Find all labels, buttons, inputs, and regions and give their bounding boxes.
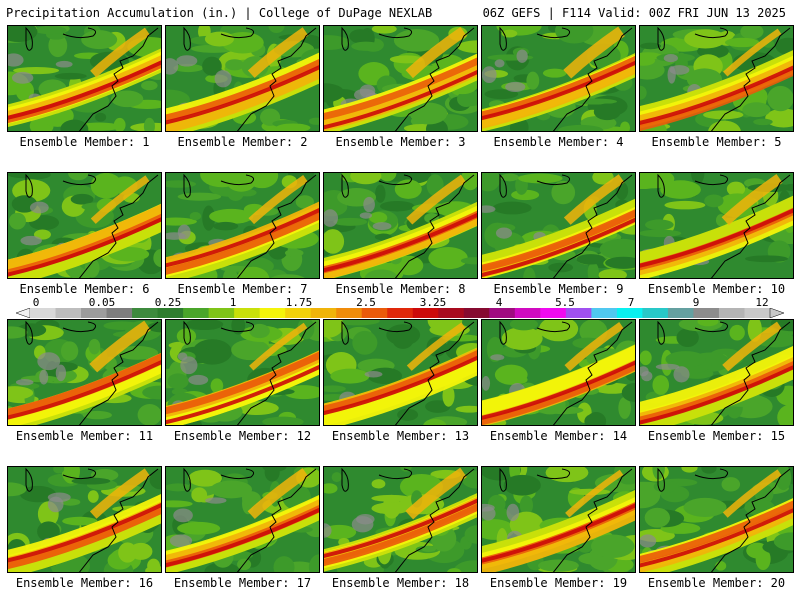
colorbar-tick-label: 4 [495, 296, 503, 309]
colorbar-swatch [234, 308, 261, 318]
ensemble-member-map [481, 319, 636, 426]
colorbar-swatch [183, 308, 210, 318]
colorbar-swatch [336, 308, 363, 318]
run-info: 06Z GEFS | F114 Valid: 00Z FRI JUN 13 20… [482, 6, 786, 20]
chart-title: Precipitation Accumulation (in.) | Colle… [6, 6, 433, 20]
ensemble-member-map [165, 466, 320, 573]
colorbar-swatch [361, 308, 388, 318]
colorbar-swatch [310, 308, 337, 318]
colorbar-swatch [616, 308, 643, 318]
colorbar-tick-label: 9 [692, 296, 700, 309]
ensemble-member-map [165, 25, 320, 132]
colorbar-tick-label: 0.25 [154, 296, 182, 309]
colorbar-swatch [157, 308, 184, 318]
ensemble-member-label: Ensemble Member: 13 [331, 429, 470, 443]
colorbar-swatch [514, 308, 541, 318]
colorbar-tick-label: 7 [627, 296, 635, 309]
ensemble-member-map [323, 319, 478, 426]
ensemble-member-label: Ensemble Member: 17 [173, 576, 312, 590]
ensemble-member-label: Ensemble Member: 11 [15, 429, 154, 443]
ensemble-member-map [165, 319, 320, 426]
ensemble-member-map [639, 319, 794, 426]
ensemble-member-label: Ensemble Member: 8 [335, 282, 466, 296]
colorbar-swatch [132, 308, 159, 318]
colorbar-swatch [591, 308, 618, 318]
colorbar-swatch [744, 308, 771, 318]
ensemble-member-label: Ensemble Member: 2 [177, 135, 308, 149]
colorbar-tick-label: 1.75 [285, 296, 313, 309]
ensemble-member-map [323, 466, 478, 573]
colorbar-swatch [438, 308, 465, 318]
ensemble-member-label: Ensemble Member: 6 [19, 282, 150, 296]
colorbar-swatch [540, 308, 567, 318]
ensemble-member-map [7, 319, 162, 426]
colorbar-swatch [387, 308, 414, 318]
colorbar-tick-label: 0.05 [88, 296, 116, 309]
colorbar-swatch [81, 308, 108, 318]
ensemble-member-label: Ensemble Member: 4 [493, 135, 624, 149]
colorbar-swatch [208, 308, 235, 318]
colorbar-swatch [718, 308, 745, 318]
colorbar-tick-label: 0 [32, 296, 40, 309]
colorbar-swatch [642, 308, 669, 318]
colorbar-swatch [489, 308, 516, 318]
ensemble-member-map [481, 25, 636, 132]
colorbar-swatch [463, 308, 490, 318]
colorbar-swatch [55, 308, 82, 318]
colorbar-swatch [693, 308, 720, 318]
colorbar-swatch [106, 308, 133, 318]
colorbar-swatch [30, 308, 57, 318]
ensemble-member-label: Ensemble Member: 3 [335, 135, 466, 149]
ensemble-member-map [7, 25, 162, 132]
colorbar-swatch [259, 308, 286, 318]
color-scale-legend: 0 0.05 0.25 1 1.75 2.5 3.25 4 5.5 7 9 12 [16, 296, 784, 324]
colorbar-left-arrow [16, 308, 31, 318]
ensemble-member-label: Ensemble Member: 1 [19, 135, 150, 149]
ensemble-member-label: Ensemble Member: 14 [489, 429, 628, 443]
colorbar-tick-label: 12 [755, 296, 769, 309]
ensemble-member-map [323, 172, 478, 279]
ensemble-member-map [481, 466, 636, 573]
ensemble-member-label: Ensemble Member: 19 [489, 576, 628, 590]
colorbar-tick-label: 5.5 [555, 296, 575, 309]
ensemble-member-map [481, 172, 636, 279]
ensemble-member-map [323, 25, 478, 132]
ensemble-member-label: Ensemble Member: 12 [173, 429, 312, 443]
ensemble-member-map [639, 466, 794, 573]
ensemble-member-label: Ensemble Member: 9 [493, 282, 624, 296]
ensemble-member-label: Ensemble Member: 10 [647, 282, 786, 296]
ensemble-member-label: Ensemble Member: 20 [647, 576, 786, 590]
colorbar-tick-label: 1 [229, 296, 237, 309]
colorbar-tick-label: 2.5 [356, 296, 376, 309]
ensemble-member-label: Ensemble Member: 5 [651, 135, 782, 149]
ensemble-member-map [639, 25, 794, 132]
colorbar-right-arrow [769, 308, 784, 318]
colorbar-swatch [565, 308, 592, 318]
colorbar-swatch [412, 308, 439, 318]
color-scale-bar [16, 308, 784, 318]
ensemble-member-label: Ensemble Member: 15 [647, 429, 786, 443]
ensemble-member-map [7, 172, 162, 279]
colorbar-swatch [285, 308, 312, 318]
ensemble-member-map [7, 466, 162, 573]
ensemble-member-map [639, 172, 794, 279]
colorbar-tick-label: 3.25 [419, 296, 447, 309]
ensemble-member-map [165, 172, 320, 279]
ensemble-member-label: Ensemble Member: 7 [177, 282, 308, 296]
ensemble-member-label: Ensemble Member: 16 [15, 576, 154, 590]
ensemble-member-label: Ensemble Member: 18 [331, 576, 470, 590]
colorbar-swatch [667, 308, 694, 318]
